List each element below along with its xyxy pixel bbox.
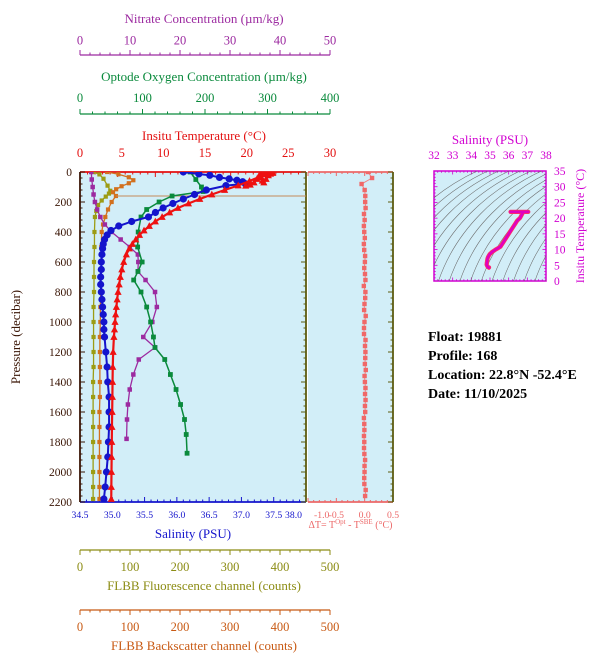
svg-text:35: 35 xyxy=(554,166,566,178)
svg-text:15: 15 xyxy=(199,146,212,160)
svg-text:Profile: 168: Profile: 168 xyxy=(428,349,497,364)
svg-text:2200: 2200 xyxy=(49,497,72,509)
svg-text:Float: 19881: Float: 19881 xyxy=(428,330,502,345)
svg-text:30: 30 xyxy=(324,146,337,160)
svg-text:35.0: 35.0 xyxy=(104,510,121,521)
svg-text:200: 200 xyxy=(196,91,215,105)
svg-text:Insitu Temperature (°C): Insitu Temperature (°C) xyxy=(142,128,266,143)
svg-text:300: 300 xyxy=(221,620,240,634)
svg-text:Nitrate Concentration (µm/kg): Nitrate Concentration (µm/kg) xyxy=(124,11,283,26)
svg-text:36.0: 36.0 xyxy=(168,510,185,521)
svg-text:Salinity (PSU): Salinity (PSU) xyxy=(155,526,231,541)
svg-text:400: 400 xyxy=(321,91,340,105)
svg-text:100: 100 xyxy=(121,620,140,634)
svg-text:34.5: 34.5 xyxy=(72,510,89,521)
svg-text:37.5: 37.5 xyxy=(265,510,282,521)
svg-text:1400: 1400 xyxy=(49,377,72,389)
svg-text:33: 33 xyxy=(447,150,459,162)
svg-text:5: 5 xyxy=(554,260,560,272)
svg-text:Salinity (PSU): Salinity (PSU) xyxy=(452,132,528,147)
svg-text:36: 36 xyxy=(503,150,515,162)
svg-text:400: 400 xyxy=(55,227,73,239)
svg-text:10: 10 xyxy=(124,34,137,48)
svg-text:2000: 2000 xyxy=(49,467,72,479)
svg-text:25: 25 xyxy=(282,146,295,160)
svg-text:1000: 1000 xyxy=(49,317,72,329)
svg-text:400: 400 xyxy=(271,620,290,634)
svg-text:0: 0 xyxy=(77,146,83,160)
svg-text:Location: 22.8°N -52.4°E: Location: 22.8°N -52.4°E xyxy=(428,368,577,383)
svg-text:40: 40 xyxy=(274,34,287,48)
svg-text:Date: 11/10/2025: Date: 11/10/2025 xyxy=(428,387,527,402)
svg-text:50: 50 xyxy=(324,34,337,48)
svg-text:38.0: 38.0 xyxy=(285,510,302,521)
svg-text:FLBB Fluorescence channel (cou: FLBB Fluorescence channel (counts) xyxy=(107,578,301,593)
svg-text:200: 200 xyxy=(55,197,73,209)
svg-text:Pressure (decibar): Pressure (decibar) xyxy=(8,290,23,384)
svg-text:0: 0 xyxy=(77,620,83,634)
svg-text:200: 200 xyxy=(171,620,190,634)
svg-text:800: 800 xyxy=(55,287,73,299)
svg-text:FLBB Backscatter channel (coun: FLBB Backscatter channel (counts) xyxy=(111,638,297,653)
svg-text:10: 10 xyxy=(554,245,566,257)
svg-text:36.5: 36.5 xyxy=(201,510,218,521)
svg-text:38: 38 xyxy=(540,150,552,162)
svg-text:1600: 1600 xyxy=(49,407,72,419)
svg-text:37.0: 37.0 xyxy=(233,510,250,521)
svg-text:32: 32 xyxy=(428,150,440,162)
svg-text:1200: 1200 xyxy=(49,347,72,359)
svg-text:0: 0 xyxy=(77,34,83,48)
svg-text:20: 20 xyxy=(174,34,187,48)
svg-text:600: 600 xyxy=(55,257,73,269)
svg-text:30: 30 xyxy=(554,182,566,194)
svg-text:34: 34 xyxy=(466,150,478,162)
svg-text:20: 20 xyxy=(240,146,253,160)
svg-text:Optode Oxygen Concentration (µ: Optode Oxygen Concentration (µm/kg) xyxy=(101,69,307,84)
svg-text:1800: 1800 xyxy=(49,437,72,449)
svg-text:0: 0 xyxy=(66,167,72,179)
svg-text:300: 300 xyxy=(221,560,240,574)
svg-text:0: 0 xyxy=(77,91,83,105)
svg-text:5: 5 xyxy=(119,146,125,160)
svg-text:0: 0 xyxy=(77,560,83,574)
svg-text:25: 25 xyxy=(554,197,566,209)
svg-text:20: 20 xyxy=(554,213,566,225)
svg-text:15: 15 xyxy=(554,229,566,241)
svg-text:400: 400 xyxy=(271,560,290,574)
svg-text:37: 37 xyxy=(522,150,534,162)
svg-text:0: 0 xyxy=(554,276,560,288)
svg-text:30: 30 xyxy=(224,34,237,48)
svg-text:Insitu Temperature (°C): Insitu Temperature (°C) xyxy=(573,169,587,283)
svg-text:35.5: 35.5 xyxy=(136,510,153,521)
svg-text:100: 100 xyxy=(133,91,152,105)
svg-text:ΔT= TOpt - TSBE (°C): ΔT= TOpt - TSBE (°C) xyxy=(308,518,392,531)
svg-text:10: 10 xyxy=(157,146,170,160)
svg-text:300: 300 xyxy=(258,91,277,105)
svg-text:35: 35 xyxy=(484,150,496,162)
svg-text:200: 200 xyxy=(171,560,190,574)
svg-text:500: 500 xyxy=(321,560,340,574)
svg-text:500: 500 xyxy=(321,620,340,634)
svg-text:100: 100 xyxy=(121,560,140,574)
